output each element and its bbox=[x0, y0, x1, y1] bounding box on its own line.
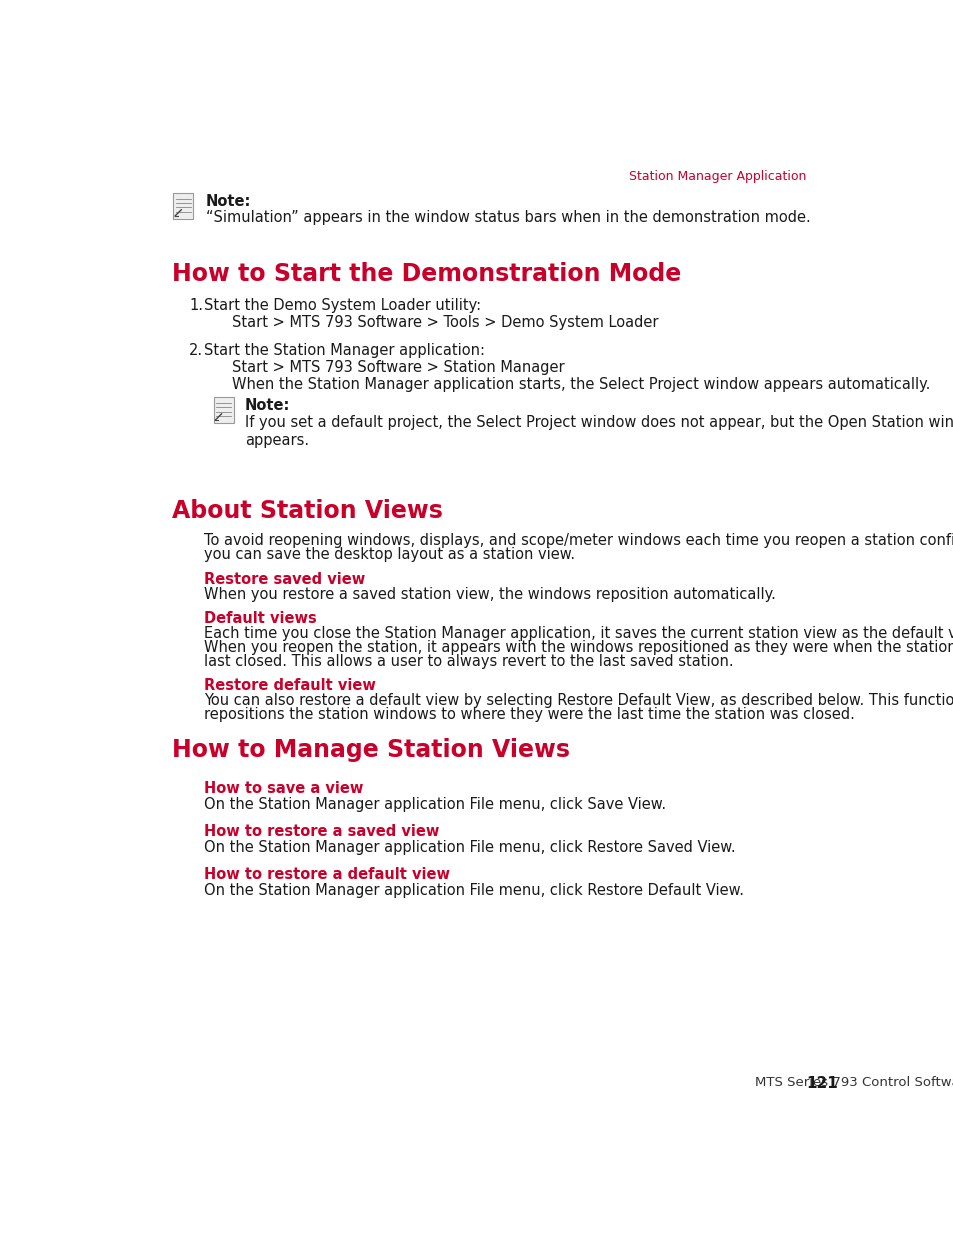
Text: 1.: 1. bbox=[189, 298, 203, 312]
Text: On the Station Manager application File menu, click Restore Default View.: On the Station Manager application File … bbox=[204, 883, 743, 898]
Text: To avoid reopening windows, displays, and scope/meter windows each time you reop: To avoid reopening windows, displays, an… bbox=[204, 534, 953, 548]
Text: Note:: Note: bbox=[245, 399, 290, 414]
Text: How to restore a default view: How to restore a default view bbox=[204, 867, 450, 882]
Text: 2.: 2. bbox=[189, 343, 203, 358]
Text: When the Station Manager application starts, the Select Project window appears a: When the Station Manager application sta… bbox=[232, 377, 929, 391]
Text: “Simulation” appears in the window status bars when in the demonstration mode.: “Simulation” appears in the window statu… bbox=[206, 210, 810, 225]
Text: 121: 121 bbox=[805, 1076, 837, 1091]
Text: Start the Station Manager application:: Start the Station Manager application: bbox=[204, 343, 485, 358]
Text: How to Manage Station Views: How to Manage Station Views bbox=[172, 739, 569, 762]
Text: Note:: Note: bbox=[206, 194, 252, 210]
Text: Start > MTS 793 Software > Tools > Demo System Loader: Start > MTS 793 Software > Tools > Demo … bbox=[232, 315, 658, 330]
Text: Station Manager Application: Station Manager Application bbox=[628, 169, 805, 183]
Text: Restore saved view: Restore saved view bbox=[204, 572, 365, 587]
Text: repositions the station windows to where they were the last time the station was: repositions the station windows to where… bbox=[204, 708, 855, 722]
Text: you can save the desktop layout as a station view.: you can save the desktop layout as a sta… bbox=[204, 547, 575, 562]
Text: Start the Demo System Loader utility:: Start the Demo System Loader utility: bbox=[204, 298, 481, 312]
Text: Restore default view: Restore default view bbox=[204, 678, 376, 693]
Text: How to Start the Demonstration Mode: How to Start the Demonstration Mode bbox=[172, 262, 680, 287]
Text: Each time you close the Station Manager application, it saves the current statio: Each time you close the Station Manager … bbox=[204, 626, 953, 641]
Text: About Station Views: About Station Views bbox=[172, 499, 442, 522]
Text: Default views: Default views bbox=[204, 611, 317, 626]
Text: On the Station Manager application File menu, click Restore Saved View.: On the Station Manager application File … bbox=[204, 840, 736, 855]
Text: How to save a view: How to save a view bbox=[204, 782, 363, 797]
Text: If you set a default project, the Select Project window does not appear, but the: If you set a default project, the Select… bbox=[245, 415, 953, 448]
Text: On the Station Manager application File menu, click Save View.: On the Station Manager application File … bbox=[204, 797, 666, 811]
Text: last closed. This allows a user to always revert to the last saved station.: last closed. This allows a user to alway… bbox=[204, 655, 734, 669]
Text: When you restore a saved station view, the windows reposition automatically.: When you restore a saved station view, t… bbox=[204, 587, 776, 603]
Text: How to restore a saved view: How to restore a saved view bbox=[204, 824, 439, 840]
Text: When you reopen the station, it appears with the windows repositioned as they we: When you reopen the station, it appears … bbox=[204, 640, 953, 656]
Bar bbox=[173, 193, 193, 219]
Text: Start > MTS 793 Software > Station Manager: Start > MTS 793 Software > Station Manag… bbox=[232, 359, 563, 375]
Text: MTS Series 793 Control Software: MTS Series 793 Control Software bbox=[754, 1076, 953, 1089]
Bar bbox=[213, 396, 233, 424]
Text: You can also restore a default view by selecting Restore Default View, as descri: You can also restore a default view by s… bbox=[204, 693, 953, 709]
